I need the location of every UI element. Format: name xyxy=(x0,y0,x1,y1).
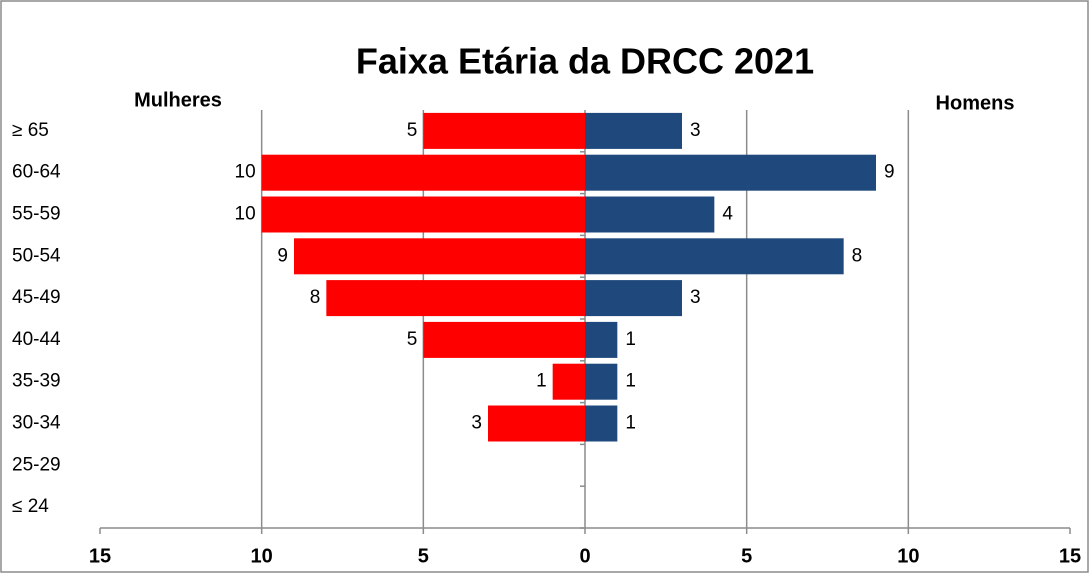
bar xyxy=(326,280,585,317)
x-tick-label: 5 xyxy=(741,545,752,567)
legend-left: Mulheres xyxy=(134,89,222,111)
bar xyxy=(585,280,682,317)
chart-title: Faixa Etária da DRCC 2021 xyxy=(356,41,814,82)
bar xyxy=(488,405,585,442)
x-tick-label: 15 xyxy=(1059,545,1081,567)
data-label: 3 xyxy=(471,413,482,434)
x-tick-label: 10 xyxy=(251,545,273,567)
legend-right: Homens xyxy=(936,92,1015,114)
y-tick-label: 35-39 xyxy=(12,371,61,392)
x-tick-label: 5 xyxy=(418,545,429,567)
x-tick-label: 10 xyxy=(897,545,919,567)
bar xyxy=(423,321,585,358)
data-label: 1 xyxy=(625,413,636,434)
y-tick-label: ≥ 65 xyxy=(12,120,49,141)
data-label: 3 xyxy=(690,287,701,308)
bar xyxy=(552,363,585,400)
y-tick-label: 25-29 xyxy=(12,454,61,475)
y-tick-label: 40-44 xyxy=(12,329,61,350)
y-tick-label: 60-64 xyxy=(12,162,61,183)
y-tick-label: 55-59 xyxy=(12,204,61,225)
bar xyxy=(261,196,585,233)
bar xyxy=(261,154,585,191)
data-label: 10 xyxy=(235,162,256,183)
bar xyxy=(585,321,618,358)
bar xyxy=(585,238,844,275)
y-tick-label: 30-34 xyxy=(12,413,61,434)
data-label: 5 xyxy=(407,329,418,350)
bar xyxy=(585,154,876,191)
bar xyxy=(423,112,585,149)
data-label: 8 xyxy=(852,245,863,266)
bar xyxy=(294,238,585,275)
bar xyxy=(585,112,682,149)
x-tick-label: 15 xyxy=(89,545,111,567)
y-tick-label: ≤ 24 xyxy=(12,496,49,517)
bar xyxy=(585,363,618,400)
data-label: 5 xyxy=(407,120,418,141)
bar xyxy=(585,196,715,233)
data-label: 1 xyxy=(625,371,636,392)
data-label: 9 xyxy=(277,245,288,266)
data-label: 3 xyxy=(690,120,701,141)
data-label: 10 xyxy=(235,204,256,225)
data-label: 1 xyxy=(625,329,636,350)
bar xyxy=(585,405,618,442)
y-tick-label: 50-54 xyxy=(12,245,61,266)
y-tick-label: 45-49 xyxy=(12,287,61,308)
data-label: 1 xyxy=(536,371,547,392)
data-label: 9 xyxy=(884,162,895,183)
data-label: 4 xyxy=(722,204,733,225)
x-tick-label: 0 xyxy=(579,545,590,567)
data-label: 8 xyxy=(310,287,321,308)
